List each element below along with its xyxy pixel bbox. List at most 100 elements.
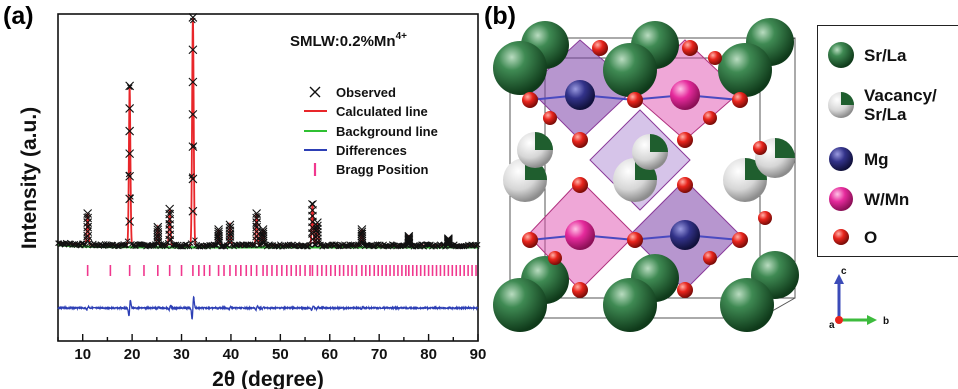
legend-label-observed: Observed: [336, 85, 396, 100]
observed-point: [313, 231, 322, 240]
observed-point: [404, 234, 414, 244]
legend-label-mg: Mg: [864, 149, 889, 169]
observed-point: [306, 241, 312, 248]
differences-series: [57, 295, 479, 320]
observed-point: [225, 223, 235, 233]
legend-label-calculated: Calculated line: [336, 104, 428, 119]
vacancy-atom-sr-part: [650, 134, 668, 152]
x-tick-label: 20: [124, 346, 141, 363]
observed-point: [214, 238, 223, 248]
panel-a-label: (a): [3, 2, 34, 30]
observed-point: [125, 104, 135, 113]
observed-point: [252, 218, 262, 227]
observed-point: [443, 236, 453, 245]
observed-point: [214, 231, 223, 241]
vacancy-atom-sr-part: [775, 138, 795, 158]
observed-point: [83, 227, 93, 236]
observed-point: [125, 194, 135, 204]
legend-item-vacancy: Vacancy/ Sr/La: [826, 86, 937, 124]
observed-point: [214, 225, 223, 234]
observed-point: [404, 235, 414, 245]
w-mn-atom: [670, 80, 700, 110]
observed-point: [443, 237, 453, 246]
x-axis-tick-labels: 10 20 30 40 50 60 70 80 90: [74, 346, 486, 363]
observed-point: [313, 234, 322, 244]
observed-point: [357, 231, 367, 241]
observed-point: [252, 213, 262, 223]
panel-a: (a) 10 20 30 40 50 60 70 80 90 SMLW:0.2%Mn4+ Obs…: [3, 2, 486, 389]
legend-item-mg: Mg: [826, 144, 889, 174]
legend-label-w-mn: W/Mn: [864, 189, 910, 209]
observed-point: [258, 234, 268, 243]
observed-point: [443, 235, 453, 244]
y-axis-title: Intensity (a.u.): [18, 107, 41, 249]
legend-label-background: Background line: [336, 124, 438, 139]
observed-point: [313, 237, 322, 247]
observed-point: [188, 174, 198, 184]
sr-la-atom: [493, 41, 547, 95]
observed-point: [220, 243, 227, 250]
b-site-atoms: [565, 80, 700, 250]
w-mn-sphere-icon: [829, 187, 853, 211]
observed-point: [83, 218, 93, 227]
observed-point: [313, 224, 322, 234]
observed-point: [258, 225, 268, 234]
mg-sphere-icon: [829, 147, 853, 171]
vacancy-sites: [503, 132, 795, 202]
observed-point: [83, 213, 93, 223]
observed-point: [123, 242, 130, 249]
crystal-structure-illustration: [493, 18, 799, 332]
sr-la-atom: [720, 278, 774, 332]
observed-point: [83, 222, 93, 232]
vacancy-sphere-icon: [828, 92, 854, 118]
observed-point: [382, 243, 389, 249]
bragg-series: [86, 265, 477, 276]
observed-point: [357, 236, 367, 246]
panel-b-label: (b): [484, 2, 516, 30]
observed-point: [83, 209, 93, 218]
legend-label-sr-la: Sr/La: [864, 45, 907, 65]
observed-point: [357, 234, 367, 243]
observed-point: [186, 243, 193, 250]
observed-point: [258, 236, 268, 246]
observed-point: [300, 242, 307, 249]
differences-line: [57, 295, 479, 320]
x-axis-ticks: [57, 334, 479, 341]
legend-item-background: Background line: [304, 124, 438, 139]
observed-point: [252, 209, 262, 218]
observed-point: [153, 222, 163, 232]
x-tick-label: 80: [420, 346, 437, 363]
observed-point: [125, 149, 135, 159]
structure-legend: Sr/La Vacancy/ Sr/La Mg W/Mn O: [817, 25, 958, 257]
observed-point: [357, 225, 367, 234]
observed-point: [313, 227, 322, 237]
observed-point: [165, 204, 175, 214]
observed-point: [258, 229, 268, 239]
sr-la-atom: [718, 43, 772, 97]
c-axis-label: c: [841, 266, 847, 277]
observed-point: [443, 238, 453, 247]
observed-point: [126, 84, 133, 90]
w-mn-atom: [565, 220, 595, 250]
observed-point: [404, 231, 414, 241]
observed-point: [124, 238, 131, 245]
legend-item-observed: Observed: [309, 85, 396, 100]
x-tick-label: 70: [371, 346, 388, 363]
legend-label-differences: Differences: [336, 143, 407, 158]
legend-item-differences: Differences: [304, 143, 407, 158]
observed-point: [252, 227, 262, 236]
observed-point: [252, 222, 262, 232]
observed-point: [163, 243, 170, 250]
o-sphere-icon: [833, 229, 849, 245]
x-tick-label: 60: [321, 346, 338, 363]
x-axis-title: 2θ (degree): [212, 368, 324, 389]
observed-series: [55, 13, 481, 250]
x-tick-label: 10: [74, 346, 91, 363]
panel-b: (b): [484, 0, 958, 389]
observed-point: [82, 241, 89, 248]
observed-point: [214, 234, 223, 243]
mg-atom: [670, 220, 700, 250]
observed-point: [443, 234, 453, 243]
sample-annotation: SMLW:0.2%Mn4+: [290, 31, 407, 50]
observed-point: [188, 109, 198, 119]
